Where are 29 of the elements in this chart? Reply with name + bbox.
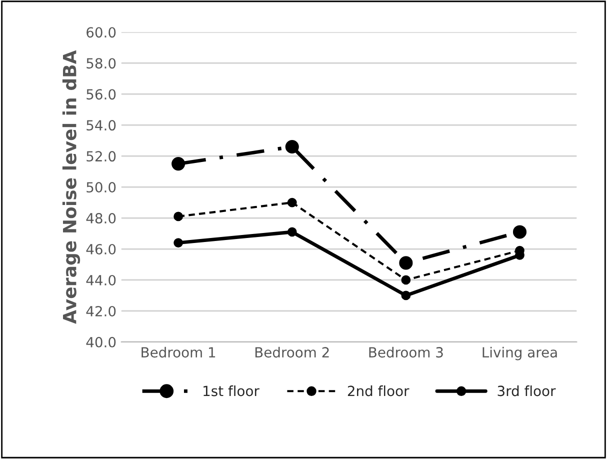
y-tick-label: 50.0 [86, 182, 116, 193]
point [287, 227, 297, 237]
point [174, 238, 183, 248]
legend-label: 1st floor [204, 385, 260, 396]
y-tick-label: 46.0 [86, 244, 116, 254]
y-axis-title: Average Noise level in dBA [62, 50, 80, 324]
y-tick-label: 56.0 [86, 89, 116, 100]
y-tick-label: 58.0 [86, 58, 116, 69]
x-tick-label: Bedroom 1 [142, 346, 216, 358]
point [512, 225, 527, 239]
y-tick-label: 52.0 [86, 151, 116, 162]
y-tick-label: 44.0 [86, 274, 116, 286]
point [287, 198, 297, 208]
y-tick-label: 48.0 [86, 212, 116, 224]
point [401, 275, 411, 285]
point [399, 256, 413, 270]
x-tick-label: Bedroom 2 [255, 346, 329, 358]
legend-label: 3rd floor [498, 385, 556, 396]
y-tick-label: 54.0 [86, 120, 116, 131]
point [401, 290, 411, 300]
x-tick-label: Living area [482, 346, 557, 360]
legend-label: 2nd floor [348, 385, 410, 396]
y-tick-label: 60.0 [86, 27, 116, 38]
point [285, 140, 299, 154]
y-tick-label: 40.0 [86, 336, 116, 348]
x-tick-label: Bedroom 3 [369, 346, 443, 358]
point [174, 212, 183, 222]
y-tick-label: 42.0 [86, 306, 116, 316]
point [172, 157, 186, 171]
